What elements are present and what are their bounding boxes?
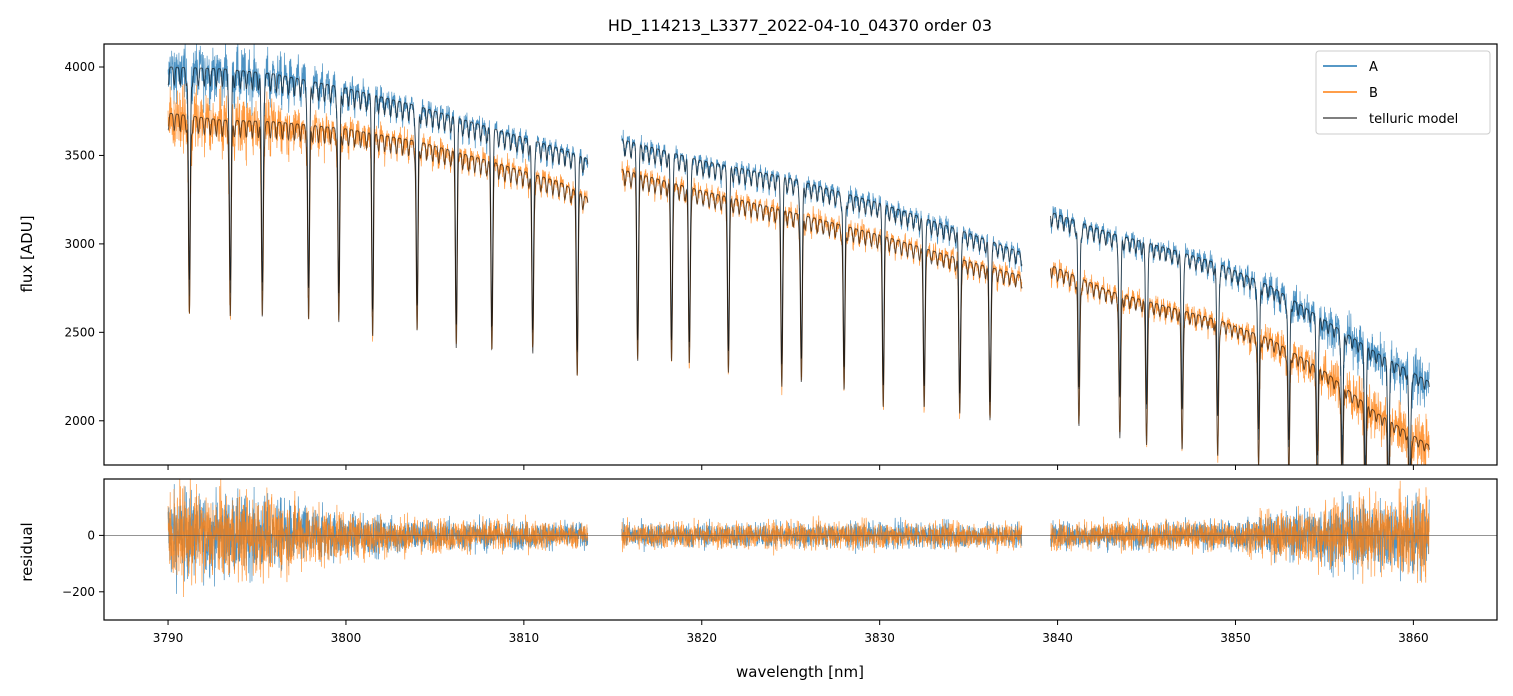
telluric-model-b-segment-2 — [621, 169, 1023, 421]
flux-y-label: flux [ADU] — [18, 215, 36, 292]
flux-y-tick-label: 3000 — [64, 237, 95, 251]
flux-series-b-segment-3 — [1050, 259, 1430, 465]
x-tick-label: 3830 — [864, 631, 895, 645]
flux-axes-frame — [103, 43, 1498, 466]
x-tick-label: 3860 — [1398, 631, 1429, 645]
residual-panel: −200 0 3790 3800 3810 3820 3830 3840 3850 3860 r… — [18, 478, 1498, 645]
telluric-model-a-segment-1 — [167, 66, 589, 351]
x-tick-label: 3840 — [1042, 631, 1073, 645]
flux-y-tick-label: 3500 — [64, 148, 95, 162]
x-tick-label: 3850 — [1220, 631, 1251, 645]
flux-y-tick-label: 2500 — [64, 325, 95, 339]
x-tick-label: 3820 — [686, 631, 717, 645]
residual-axes-frame — [103, 478, 1498, 621]
residual-series-b-segment-1 — [167, 479, 589, 597]
flux-y-tick-label: 2000 — [64, 414, 95, 428]
flux-plot-area — [167, 44, 1430, 465]
flux-y-ticks: 2000 2500 3000 3500 4000 — [64, 60, 104, 428]
residual-y-tick-label: 0 — [87, 528, 95, 542]
flux-y-tick-label: 4000 — [64, 60, 95, 74]
residual-series-b-segment-3 — [1050, 480, 1430, 584]
residual-series-b-segment-2 — [621, 515, 1023, 556]
residual-y-tick-label: −200 — [62, 585, 95, 599]
legend-label-a: A — [1369, 60, 1378, 75]
chart-title: HD_114213_L3377_2022-04-10_04370 order 0… — [608, 16, 992, 36]
telluric-model-a-segment-3 — [1049, 212, 1430, 465]
legend-label-b: B — [1369, 86, 1378, 101]
telluric-model-b-segment-1 — [167, 112, 589, 376]
residual-x-ticks: 3790 3800 3810 3820 3830 3840 3850 3860 — [153, 620, 1429, 645]
x-tick-label: 3790 — [153, 631, 184, 645]
residual-plot-area — [104, 479, 1497, 597]
x-tick-label: 3810 — [509, 631, 540, 645]
flux-panel: 2000 2500 3000 3500 4000 flux [ADU] — [18, 43, 1498, 470]
flux-series-a-segment-3 — [1050, 206, 1430, 465]
telluric-model-b-segment-3 — [1049, 266, 1430, 465]
legend-label-telluric: telluric model — [1369, 112, 1458, 127]
legend: A B telluric model — [1315, 50, 1491, 135]
legend-box — [1315, 50, 1491, 135]
flux-x-ticks — [167, 465, 1414, 470]
x-axis-label: wavelength [nm] — [736, 663, 864, 681]
residual-y-ticks: −200 0 — [62, 528, 104, 599]
residual-y-label: residual — [18, 522, 36, 581]
x-tick-label: 3800 — [331, 631, 362, 645]
